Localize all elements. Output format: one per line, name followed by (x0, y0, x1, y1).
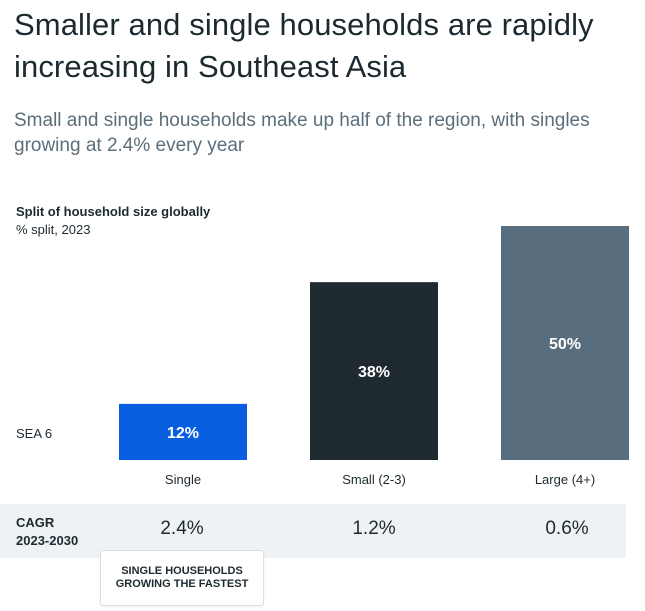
cagr-value-small: 1.2% (352, 518, 396, 539)
data-label-single: 12% (167, 425, 199, 442)
cagr-label: CAGR 2023-2030 (16, 514, 78, 550)
single-households-callout: SINGLE HOUSEHOLDS GROWING THE FASTEST (100, 550, 264, 606)
data-label-large-4: 50% (549, 336, 581, 353)
bar-single (119, 403, 247, 460)
cagr-label-line2: 2023-2030 (16, 533, 79, 548)
callout-line1: SINGLE HOUSEHOLDS (121, 565, 243, 577)
page-title: Smaller and single households are rapidl… (14, 7, 594, 84)
row-label-sea6: SEA 6 (16, 426, 53, 441)
chart-title: Split of household size globally (16, 204, 211, 219)
chart-label: Split of household size globally % split… (16, 203, 210, 239)
callout-line2: GROWING THE FASTEST (115, 578, 249, 590)
chart-unit-label: % split, 2023 (16, 222, 91, 237)
cagr-band (0, 504, 626, 558)
page-subtitle: Small and single households make up half… (14, 110, 590, 156)
category-label-small-2-3: Small (2-3) (342, 472, 406, 487)
data-label-small-2-3: 38% (358, 364, 390, 381)
bar-small-2-3 (310, 282, 438, 460)
category-label-large-4: Large (4+) (535, 472, 595, 487)
category-label-single: Single (165, 472, 201, 487)
cagr-value-large: 0.6% (545, 518, 589, 539)
cagr-label-line1: CAGR (16, 515, 55, 530)
bar-chart: 12% Single 38% Small (2-3) 50% Large (4+) (119, 226, 629, 487)
bar-large-4 (501, 226, 629, 460)
cagr-value-single: 2.4% (160, 518, 204, 539)
